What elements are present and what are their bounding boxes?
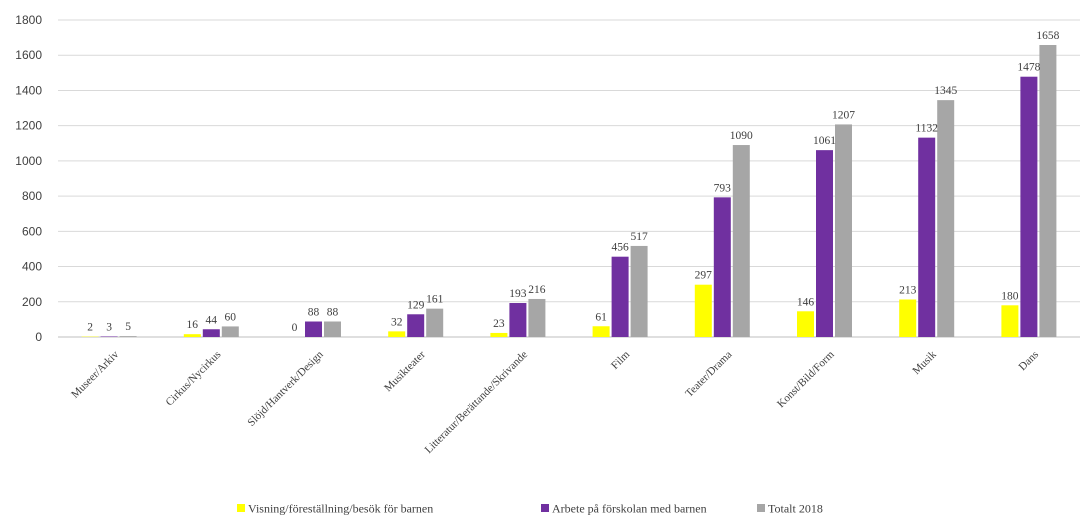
bar-litteratur-ber-ttande-skrivande-series-1 (490, 332, 508, 337)
y-tick-label: 200 (22, 295, 42, 309)
data-label: 1478 (1017, 62, 1040, 74)
legend-label: Totalt 2018 (768, 502, 823, 516)
bar-teater-drama-series-1 (694, 284, 712, 337)
data-label: 1090 (730, 130, 753, 142)
category-label: Slöjd/Hantverk/Design (245, 348, 326, 429)
bar-konst-bild-form-series-3 (835, 124, 852, 337)
legend-swatch (757, 504, 765, 512)
data-label: 129 (407, 299, 425, 311)
data-label: 180 (1001, 290, 1019, 302)
bar-konst-bild-form-series-2 (816, 150, 833, 337)
y-tick-label: 1000 (15, 154, 42, 168)
data-label: 1345 (934, 85, 957, 97)
y-axis-tick-labels: 0 200 400 600 800 1000 1200 1400 1600 1800 (15, 13, 42, 344)
data-label: 193 (509, 288, 527, 300)
bar-dans-series-2 (1020, 76, 1038, 338)
category-label: Teater/Drama (683, 349, 734, 400)
legend-swatch (541, 504, 549, 512)
bar-musikteater-series-2 (407, 314, 425, 337)
data-label: 3 (106, 321, 112, 333)
category-label: Cirkus/Nycirkus (164, 349, 224, 409)
y-tick-label: 800 (22, 189, 42, 203)
bar-dans-series-3 (1039, 45, 1057, 337)
bar-film-series-2 (611, 256, 629, 337)
bar-cirkus-nycirkus-series-2 (202, 329, 220, 337)
data-label: 16 (187, 319, 199, 331)
y-tick-label: 1800 (15, 13, 42, 27)
bar-sl-jd-hantverk-design-series-2 (305, 321, 322, 337)
category-label: Musikteater (382, 348, 428, 394)
bar-museer-arkiv-series-3 (119, 336, 137, 337)
y-tick-label: 1600 (15, 48, 42, 62)
data-label: 44 (206, 314, 218, 326)
bar-museer-arkiv-series-2 (100, 336, 118, 337)
data-label: 1061 (813, 135, 836, 147)
data-label: 161 (426, 294, 444, 306)
data-label: 1132 (915, 123, 938, 135)
data-label: 793 (714, 182, 732, 194)
legend-label: Arbete på förskolan med barnen (552, 502, 707, 516)
data-label: 146 (797, 296, 815, 308)
bar-film-series-3 (630, 245, 648, 337)
data-label: 32 (391, 316, 403, 328)
data-label: 216 (528, 284, 546, 296)
data-label: 61 (595, 311, 607, 323)
y-tick-label: 0 (35, 330, 42, 344)
data-label: 517 (630, 231, 648, 243)
data-label: 88 (308, 307, 320, 319)
bar-musik-series-2 (918, 137, 936, 337)
bar-dans-series-1 (1001, 305, 1019, 337)
bar-musik-series-3 (937, 100, 955, 337)
bar-litteratur-ber-ttande-skrivande-series-2 (509, 303, 527, 337)
bar-musikteater-series-3 (426, 308, 444, 337)
bar-konst-bild-form-series-1 (797, 311, 814, 337)
category-label: Musik (910, 348, 939, 377)
y-tick-label: 1200 (15, 119, 42, 133)
data-label: 213 (899, 284, 917, 296)
legend-swatch (237, 504, 245, 512)
data-label: 2 (87, 322, 93, 334)
data-label: 1207 (832, 109, 855, 121)
category-label: Konst/Bild/Form (775, 348, 837, 410)
category-label: Litteratur/Berättande/Skrivande (423, 349, 530, 456)
bar-musikteater-series-1 (388, 331, 406, 337)
category-label: Dans (1017, 349, 1041, 373)
y-tick-label: 600 (22, 224, 42, 238)
legend-label: Visning/föreställning/besök för barnen (248, 502, 433, 516)
data-label: 23 (493, 318, 505, 330)
bar-film-series-1 (592, 326, 610, 337)
legend: Visning/föreställning/besök för barnen Ar… (237, 502, 823, 516)
data-label: 60 (225, 311, 237, 323)
category-labels: Museer/Arkiv Cirkus/Nycirkus Slöjd/Hantver… (69, 348, 1041, 456)
data-label: 297 (695, 270, 713, 282)
data-label: 5 (125, 321, 131, 333)
bar-teater-drama-series-3 (732, 145, 750, 337)
data-label: 88 (327, 307, 339, 319)
bar-teater-drama-series-2 (713, 197, 731, 337)
bar-musik-series-1 (899, 299, 917, 337)
category-label: Film (609, 348, 632, 371)
data-label: 1658 (1036, 30, 1059, 42)
gridlines (58, 19, 1080, 338)
bar-litteratur-ber-ttande-skrivande-series-3 (528, 298, 546, 337)
bar-cirkus-nycirkus-series-3 (221, 326, 239, 337)
y-tick-label: 1400 (15, 83, 42, 97)
data-label: 0 (292, 322, 298, 334)
data-label: 456 (611, 242, 629, 254)
category-label: Museer/Arkiv (69, 348, 121, 400)
bar-sl-jd-hantverk-design-series-3 (324, 321, 341, 337)
y-tick-label: 400 (22, 260, 42, 274)
bars (81, 45, 1057, 338)
bar-cirkus-nycirkus-series-1 (183, 334, 201, 337)
